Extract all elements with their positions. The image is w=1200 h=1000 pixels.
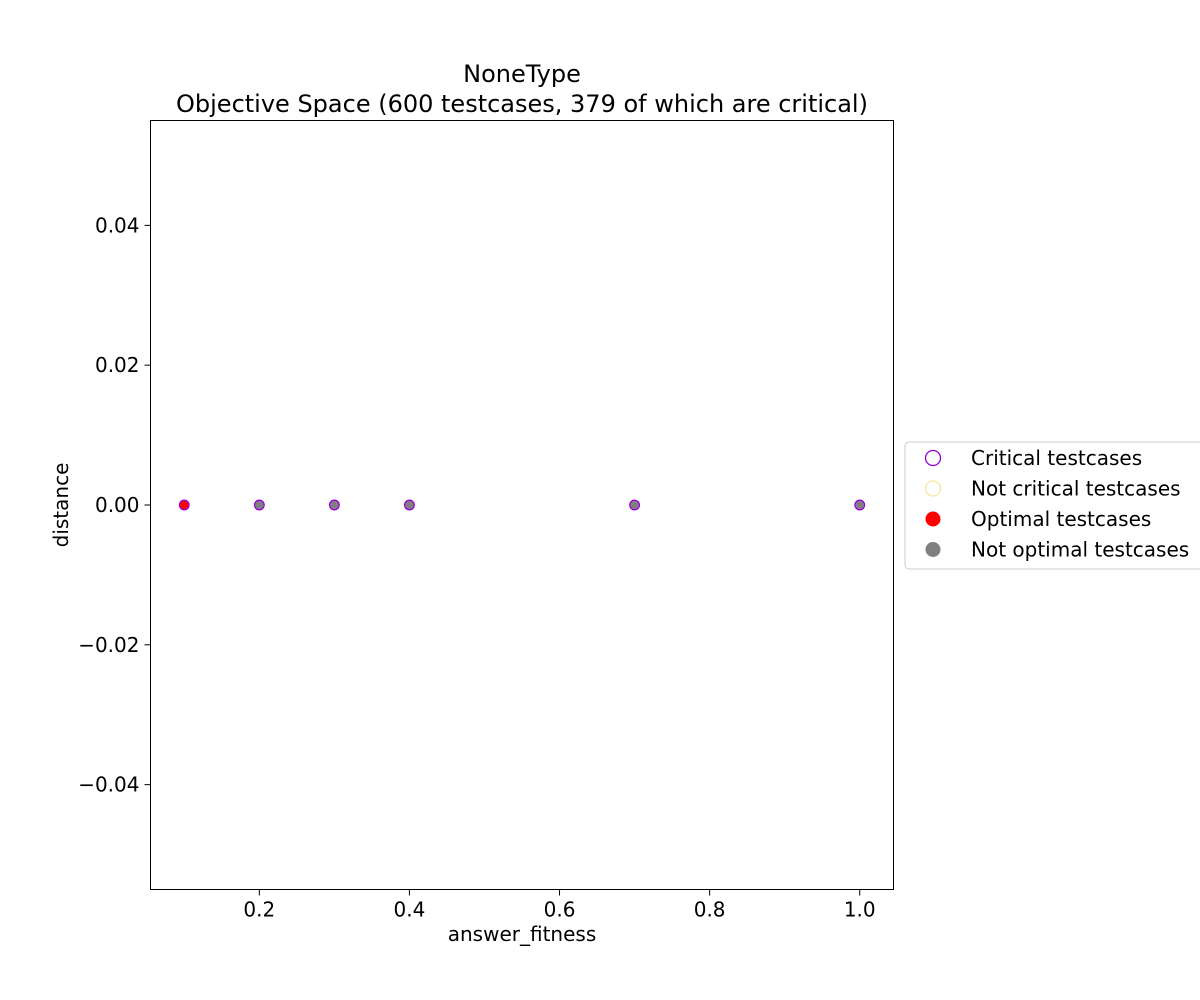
- data-point: [180, 500, 189, 510]
- y-axis-ticks: 0.04 0.02 0.00 −0.02 −0.04: [78, 213, 151, 797]
- y-tick-label: −0.04: [78, 773, 139, 797]
- x-tick-label: 0.2: [243, 898, 275, 922]
- x-tick-label: 0.4: [394, 898, 426, 922]
- data-point: [629, 499, 641, 511]
- data-point: [630, 500, 639, 510]
- data-point: [855, 500, 864, 510]
- legend-box: [904, 441, 1200, 570]
- y-axis-label: distance: [49, 463, 73, 548]
- data-point: [328, 499, 340, 511]
- legend-label: Not critical testcases: [971, 477, 1181, 501]
- data-point: [405, 500, 414, 510]
- legend-label: Optimal testcases: [971, 507, 1151, 531]
- x-tick-label: 0.6: [544, 898, 576, 922]
- data-point: [854, 499, 866, 511]
- legend-marker: [924, 480, 942, 497]
- legend-label: Not optimal testcases: [971, 538, 1189, 562]
- legend-entries: Critical testcases Not critical testcases…: [924, 446, 1189, 562]
- plot-area: [178, 499, 866, 511]
- legend-label: Critical testcases: [971, 446, 1142, 470]
- x-axis-label: answer_fitness: [448, 922, 597, 946]
- x-tick-label: 0.8: [694, 898, 726, 922]
- data-point: [253, 499, 265, 511]
- x-tick-label: 1.0: [844, 898, 876, 922]
- chart-subtitle: Objective Space (600 testcases, 379 of w…: [176, 90, 868, 118]
- data-point: [178, 499, 190, 511]
- y-tick-label: −0.02: [78, 633, 139, 657]
- y-tick-label: 0.00: [95, 493, 140, 517]
- data-point: [403, 499, 415, 511]
- y-tick-label: 0.02: [95, 353, 140, 377]
- legend-marker: [925, 511, 941, 527]
- legend-marker: [924, 449, 942, 467]
- data-point: [255, 500, 264, 510]
- chart-title: NoneType: [463, 60, 581, 88]
- legend: Critical testcases Not critical testcases…: [904, 441, 1200, 570]
- legend-marker: [925, 542, 941, 557]
- x-axis-ticks: 0.2 0.4 0.6 0.8 1.0: [243, 889, 876, 922]
- data-point: [330, 500, 339, 510]
- y-tick-label: 0.04: [95, 213, 140, 237]
